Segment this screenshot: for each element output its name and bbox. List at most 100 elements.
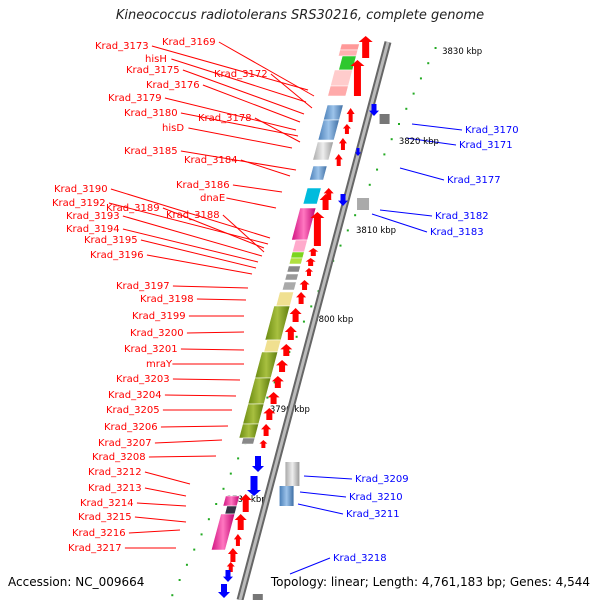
scale-tick (383, 153, 386, 156)
label-leader-line (148, 455, 217, 458)
gene-label-forward: Krad_3200 (130, 328, 184, 339)
forward-gene-arrow (263, 408, 276, 420)
gene-label-forward: Krad_3169 (162, 37, 216, 48)
label-leader-line (222, 214, 265, 253)
gene-label-forward: Krad_3205 (106, 405, 160, 416)
forward-gene-arrow (289, 308, 302, 322)
reverse-feature-block (285, 462, 300, 486)
label-leader-line (379, 209, 433, 217)
scale-tick (390, 138, 393, 141)
scale-tick (273, 381, 276, 384)
gene-label-forward: Krad_3179 (108, 93, 162, 104)
gene-label-reverse: Krad_3183 (430, 227, 484, 238)
gene-label-forward: Krad_3186 (176, 180, 230, 191)
label-leader-line (270, 73, 313, 109)
gene-label-forward: Krad_3207 (98, 438, 152, 449)
scale-label: 3810 kbp (356, 226, 396, 236)
scale-tick (412, 92, 415, 95)
label-leader-line (196, 298, 247, 301)
label-leader-line (162, 207, 265, 249)
gene-label-forward: Krad_3172 (214, 69, 268, 80)
scale-label: 3800 kbp (313, 315, 353, 325)
label-leader-line (180, 150, 297, 171)
reverse-gene-arrow (355, 148, 361, 156)
label-leader-line (172, 285, 249, 289)
gene-label-forward: Krad_3214 (80, 498, 134, 509)
gene-feature-block (338, 55, 357, 71)
forward-gene-arrow (234, 514, 247, 530)
label-leader-line (122, 228, 259, 263)
label-leader-line (371, 213, 428, 233)
scale-tick (339, 244, 342, 247)
gene-label-forward: Krad_3203 (116, 374, 170, 385)
scale-label: 3820 kbp (399, 137, 439, 147)
reverse-feature-block (279, 486, 294, 506)
scale-tick (419, 77, 422, 80)
forward-gene-arrow (226, 562, 235, 572)
forward-gene-arrow (358, 36, 373, 58)
scale-tick (171, 594, 174, 597)
forward-gene-arrow (280, 344, 293, 356)
reverse-gene-arrow (218, 584, 230, 598)
reverse-feature-block (379, 114, 390, 124)
label-leader-line (254, 117, 301, 143)
label-leader-line (171, 58, 307, 103)
forward-gene-arrow (334, 154, 343, 166)
gene-label-forward: Krad_3208 (92, 452, 146, 463)
gene-feature-block (222, 495, 240, 507)
label-leader-line (226, 197, 277, 209)
scale-tick (178, 579, 181, 581)
scale-tick (266, 396, 269, 399)
accession-text: Accession: NC_009664 (8, 575, 145, 589)
scale-tick (346, 229, 349, 232)
gene-label-forward: Krad_3176 (146, 80, 200, 91)
gene-label-reverse: Krad_3211 (346, 509, 400, 520)
gene-feature-block (291, 207, 317, 241)
reverse-gene-arrow (369, 104, 379, 116)
label-leader-line (232, 184, 283, 193)
reverse-gene-arrow (338, 194, 348, 206)
label-leader-line (134, 516, 187, 523)
scale-tick (295, 335, 298, 338)
label-leader-line (180, 348, 245, 351)
gene-feature-block (254, 351, 279, 379)
forward-gene-arrow (310, 212, 325, 246)
gene-feature-block (240, 437, 256, 445)
gene-label-forward: Krad_3198 (140, 294, 194, 305)
forward-gene-arrow (319, 194, 332, 210)
gene-label-forward: mraY (146, 359, 173, 370)
gene-label-forward: Krad_3189 (106, 203, 160, 214)
gene-label-forward: Krad_3212 (88, 467, 142, 478)
label-leader-line (182, 69, 305, 115)
gene-feature-block (327, 85, 349, 97)
label-leader-line (164, 394, 237, 397)
gene-label-reverse: Krad_3218 (333, 553, 387, 564)
gene-label-forward: Krad_3180 (124, 108, 178, 119)
scale-tick (207, 518, 210, 521)
scale-tick (185, 563, 188, 566)
scale-tick (237, 457, 240, 460)
label-leader-line (140, 239, 257, 269)
forward-gene-arrow (239, 494, 252, 512)
gene-label-reverse: Krad_3171 (459, 140, 513, 151)
gene-label-forward: Krad_3199 (132, 311, 186, 322)
label-leader-line (136, 502, 187, 507)
gene-feature-block (312, 141, 334, 161)
label-leader-line (122, 215, 263, 257)
gene-label-forward: Krad_3185 (124, 146, 178, 157)
scale-tick (229, 472, 232, 475)
gene-feature-block (339, 43, 360, 51)
gene-label-forward: Krad_3201 (124, 344, 178, 355)
gene-label-forward: Krad_3197 (116, 281, 170, 292)
label-leader-line (154, 439, 223, 444)
gene-feature-block (275, 291, 295, 307)
label-leader-line (172, 378, 241, 381)
topology-text: Topology: linear; Length: 4,761,183 bp; … (270, 575, 590, 589)
gene-feature-block (286, 265, 301, 273)
reverse-feature-block (252, 594, 263, 600)
scale-tick (405, 107, 408, 110)
gene-feature-block (302, 187, 322, 205)
label-leader-line (411, 123, 463, 131)
